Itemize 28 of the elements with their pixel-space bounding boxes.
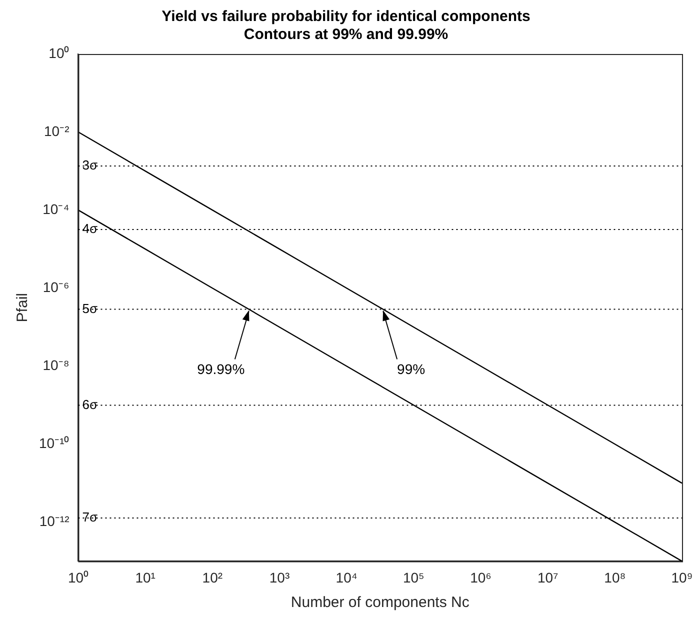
ref-line-label: 5σ: [82, 300, 98, 316]
y-tick-label: 10⁻¹²: [39, 513, 70, 530]
annotation: 99%: [397, 361, 426, 378]
x-tick-label: 10⁸: [604, 569, 626, 586]
x-tick-label: 10⁴: [336, 569, 358, 586]
chart-subtitle: Contours at 99% and 99.99%: [244, 26, 448, 44]
x-tick-label: 10⁶: [470, 569, 492, 586]
y-tick-label: 10⁻²: [44, 122, 70, 139]
ref-line-label: 4σ: [82, 221, 98, 236]
y-tick-label: 10⁻⁴: [42, 200, 70, 217]
annotation: 99.99%: [197, 361, 245, 378]
y-tick-label: 10⁻¹⁰: [39, 435, 70, 452]
chart-title: Yield vs failure probability for identical components: [162, 8, 530, 26]
x-tick-label: 10⁰: [68, 569, 89, 586]
y-axis-title: Pfail: [14, 293, 32, 322]
x-axis-title: Number of components Nc: [290, 594, 470, 612]
y-tick-label: 10⁰: [48, 44, 70, 61]
x-tick-label: 10³: [269, 569, 290, 586]
ref-line-label: 6σ: [82, 396, 98, 412]
x-tick-label: 10⁵: [402, 569, 424, 586]
x-tick-label: 10²: [202, 569, 223, 586]
x-tick-label: 10¹: [135, 569, 156, 586]
y-tick-label: 10⁻⁶: [42, 278, 70, 295]
y-tick-label: 10⁻⁸: [42, 356, 70, 373]
x-tick-label: 10⁷: [538, 569, 558, 586]
ref-line-label: 3σ: [82, 158, 98, 173]
x-tick-label: 10⁹: [671, 569, 693, 586]
ref-line-label: 7σ: [82, 510, 98, 525]
